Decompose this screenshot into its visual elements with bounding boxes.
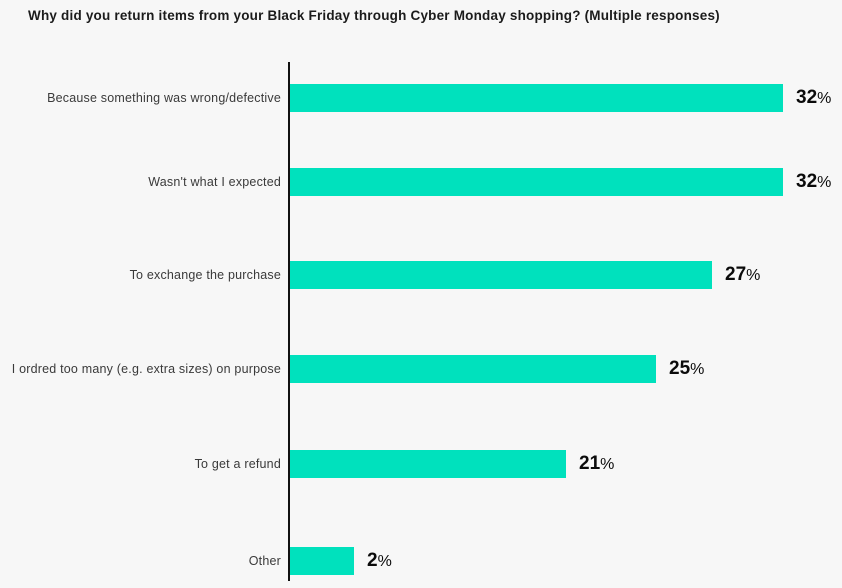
bar — [290, 547, 354, 575]
value-label: 2% — [367, 547, 392, 575]
percent-sign: % — [817, 174, 832, 191]
bar-row: To exchange the purchase 27% — [0, 261, 842, 289]
bar-row: To get a refund 21% — [0, 450, 842, 478]
bar — [290, 355, 656, 383]
value-label: 21% — [579, 450, 614, 478]
bar — [290, 84, 783, 112]
bar — [290, 450, 566, 478]
percent-sign: % — [377, 553, 392, 570]
y-axis-line — [288, 62, 290, 581]
category-label: Wasn't what I expected — [148, 175, 281, 189]
bar-row: I ordred too many (e.g. extra sizes) on … — [0, 355, 842, 383]
value-label: 25% — [669, 355, 704, 383]
category-label: To exchange the purchase — [129, 268, 281, 282]
value-label: 32% — [796, 84, 831, 112]
category-label: To get a refund — [194, 457, 281, 471]
value-number: 32 — [796, 87, 818, 108]
bar-row: Other 2% — [0, 547, 842, 575]
bar — [290, 261, 712, 289]
category-label: I ordred too many (e.g. extra sizes) on … — [11, 362, 281, 376]
category-label: Other — [248, 554, 281, 568]
percent-sign: % — [817, 90, 832, 107]
bar — [290, 168, 783, 196]
value-label: 32% — [796, 168, 831, 196]
bar-row: Because something was wrong/defective 32% — [0, 84, 842, 112]
percent-sign: % — [746, 267, 761, 284]
value-label: 27% — [725, 261, 760, 289]
chart-title: Why did you return items from your Black… — [28, 8, 720, 23]
bar-row: Wasn't what I expected 32% — [0, 168, 842, 196]
category-label: Because something was wrong/defective — [47, 91, 281, 105]
value-number: 32 — [796, 171, 818, 192]
value-number: 21 — [579, 453, 601, 474]
value-number: 25 — [669, 358, 691, 379]
percent-sign: % — [600, 456, 615, 473]
value-number: 27 — [725, 264, 747, 285]
value-number: 2 — [367, 550, 378, 571]
percent-sign: % — [690, 361, 705, 378]
